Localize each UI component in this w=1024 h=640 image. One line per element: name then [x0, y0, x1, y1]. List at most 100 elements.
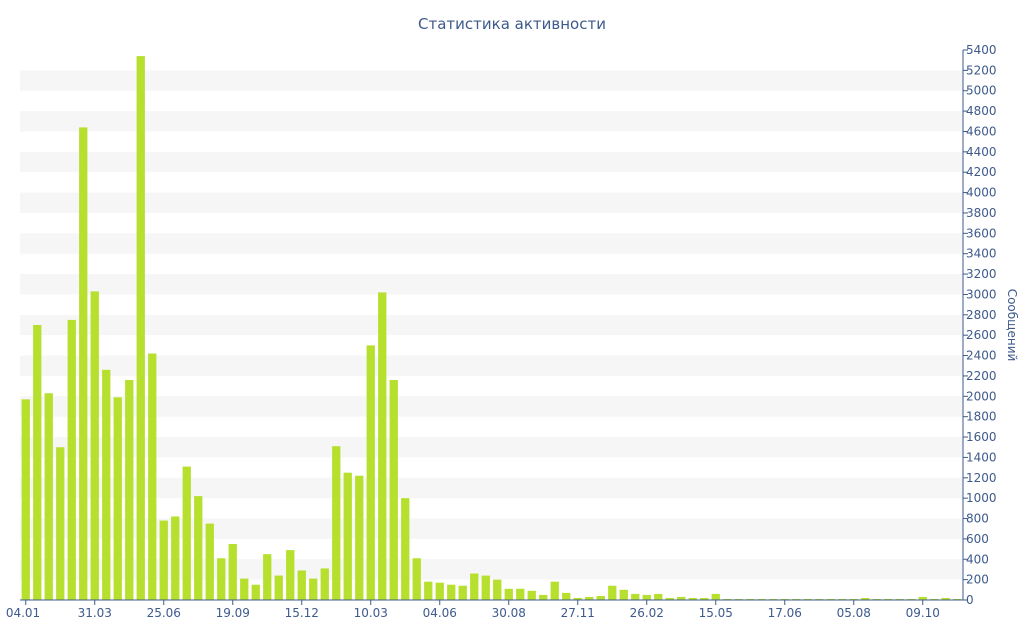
bar[interactable] [907, 598, 916, 600]
x-tick-label: 05.08 [837, 606, 871, 620]
y-tick-label: 0 [966, 593, 974, 607]
bar[interactable] [619, 589, 628, 600]
bar[interactable] [700, 597, 709, 600]
bar[interactable] [872, 598, 881, 600]
bar[interactable] [378, 292, 387, 600]
bar[interactable] [447, 584, 456, 600]
bar[interactable] [412, 558, 421, 600]
bar[interactable] [228, 543, 237, 600]
bar[interactable] [102, 369, 111, 600]
bar[interactable] [481, 575, 490, 600]
bar[interactable] [953, 598, 962, 600]
y-tick-label: 1200 [966, 471, 997, 485]
bar[interactable] [677, 596, 686, 600]
bar[interactable] [33, 325, 42, 600]
bar[interactable] [711, 593, 720, 600]
bar[interactable] [21, 399, 30, 600]
bar[interactable] [573, 597, 582, 600]
x-tick-label: 15.12 [285, 606, 319, 620]
bar[interactable] [516, 588, 525, 600]
bar[interactable] [585, 596, 594, 600]
bar[interactable] [688, 597, 697, 600]
bar[interactable] [309, 578, 318, 600]
bar[interactable] [217, 558, 226, 600]
bar[interactable] [159, 520, 168, 600]
bar[interactable] [240, 578, 249, 600]
bar[interactable] [366, 345, 375, 600]
bar[interactable] [79, 127, 88, 600]
bar[interactable] [539, 594, 548, 600]
bar[interactable] [504, 588, 513, 600]
bar[interactable] [332, 446, 341, 600]
bar[interactable] [884, 598, 893, 600]
bar[interactable] [746, 598, 755, 600]
x-tick-label: 17.06 [768, 606, 802, 620]
bar[interactable] [734, 598, 743, 600]
bar[interactable] [320, 568, 329, 600]
bar[interactable] [458, 585, 467, 600]
bar[interactable] [297, 570, 306, 600]
bar[interactable] [67, 319, 76, 600]
bar[interactable] [930, 598, 939, 600]
y-tick-label: 4400 [966, 145, 997, 159]
bar[interactable] [194, 496, 203, 600]
bar[interactable] [838, 598, 847, 600]
bar[interactable] [849, 598, 858, 600]
bar[interactable] [769, 598, 778, 600]
grid-band [20, 518, 963, 539]
bar[interactable] [918, 596, 927, 600]
bar[interactable] [113, 397, 122, 600]
bar[interactable] [182, 466, 191, 600]
bar[interactable] [941, 597, 950, 600]
bar[interactable] [527, 590, 536, 600]
bar[interactable] [389, 380, 398, 600]
bar[interactable] [608, 585, 617, 600]
bar[interactable] [263, 554, 272, 600]
bar[interactable] [148, 353, 157, 600]
bar[interactable] [274, 575, 283, 600]
bar[interactable] [780, 598, 789, 600]
bar[interactable] [757, 598, 766, 600]
bar[interactable] [171, 516, 180, 600]
y-tick-label: 5000 [966, 84, 997, 98]
bar[interactable] [424, 581, 433, 600]
bar[interactable] [125, 380, 134, 600]
bar[interactable] [815, 598, 824, 600]
bar[interactable] [355, 475, 364, 600]
bar[interactable] [401, 498, 410, 600]
bar[interactable] [642, 594, 651, 600]
x-tick-label: 19.09 [216, 606, 250, 620]
bar[interactable] [792, 598, 801, 600]
bar[interactable] [343, 472, 352, 600]
bar[interactable] [631, 593, 640, 600]
bar[interactable] [56, 447, 65, 600]
bar[interactable] [251, 584, 260, 600]
bar[interactable] [90, 291, 99, 600]
y-axis-ticks: 0 200 400 600 800 1000 1200 1400 1600 1800 2000 220… [963, 43, 997, 607]
grid-band [20, 192, 963, 213]
bar[interactable] [493, 579, 502, 600]
y-tick-label: 5200 [966, 63, 997, 77]
bar[interactable] [723, 598, 732, 600]
bar[interactable] [286, 550, 295, 600]
y-tick-label: 3800 [966, 206, 997, 220]
x-tick-label: 30.08 [492, 606, 526, 620]
bar[interactable] [596, 595, 605, 600]
x-tick-label: 09.10 [906, 606, 940, 620]
bar[interactable] [205, 523, 214, 600]
bar[interactable] [550, 581, 559, 600]
bar[interactable] [470, 573, 479, 600]
grid-band [20, 559, 963, 580]
bar[interactable] [435, 582, 444, 600]
bar[interactable] [654, 593, 663, 600]
bar[interactable] [803, 598, 812, 600]
bar[interactable] [562, 592, 571, 600]
bar[interactable] [826, 598, 835, 600]
x-tick-label: 15.05 [699, 606, 733, 620]
bar[interactable] [861, 597, 870, 600]
y-tick-label: 1400 [966, 450, 997, 464]
bar[interactable] [665, 597, 674, 600]
bar[interactable] [895, 598, 904, 600]
bar[interactable] [44, 393, 53, 600]
bar[interactable] [136, 56, 145, 601]
